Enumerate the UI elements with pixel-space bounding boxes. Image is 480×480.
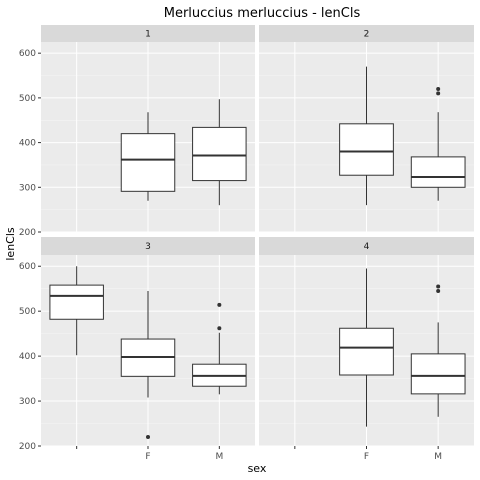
facet-panel-4: 4 F M: [259, 237, 474, 462]
box-iqr: [192, 126, 247, 182]
facet-strip: [259, 25, 474, 42]
facet-panel-3: 3 200 300 400 500 600 F M: [19, 237, 255, 462]
facet-strip: [41, 25, 255, 42]
y-tick-label: 300: [19, 183, 36, 193]
box-iqr: [120, 133, 176, 192]
facet-panel-1: 1 200 300 400 500 600: [19, 25, 255, 238]
y-tick-label: 200: [19, 442, 36, 452]
facet-strip: [259, 237, 474, 255]
box-iqr: [339, 123, 394, 176]
box-iqr: [49, 284, 104, 320]
outlier-point: [436, 91, 441, 96]
y-tick-label: 200: [19, 228, 36, 238]
facet-panel-2: 2: [259, 25, 474, 233]
box-M: [192, 302, 247, 395]
box-M: [410, 86, 466, 201]
box-iqr: [410, 156, 466, 188]
box-F: [339, 268, 394, 427]
box-iqr: [410, 353, 466, 395]
outlier-point: [146, 435, 150, 440]
facet-panels: 1 200 300 400 500 600 2 3 200 300 400 500 600 F M 4 F M: [19, 25, 474, 462]
y-tick-label: 400: [19, 139, 36, 149]
x-tick-label: F: [364, 452, 369, 462]
chart-title: Merluccius merluccius - lenCls: [164, 6, 361, 21]
x-tick-label: M: [434, 452, 442, 462]
x-tick-label: M: [215, 452, 223, 462]
outlier-point: [436, 284, 441, 289]
box-iqr: [339, 327, 394, 376]
y-axis-title: lenCls: [4, 227, 17, 261]
facet-strip: [41, 237, 255, 255]
box-F: [120, 112, 176, 201]
y-tick-label: 600: [19, 262, 36, 272]
facet-strip-label: 4: [364, 242, 370, 252]
facet-strip-label: 2: [364, 30, 370, 40]
y-tick-label: 500: [19, 94, 36, 104]
outlier-point: [217, 326, 222, 331]
y-tick-label: 300: [19, 397, 36, 407]
box-M: [192, 99, 247, 206]
box-blank: [49, 266, 104, 356]
facet-strip-label: 3: [145, 242, 151, 252]
x-axis-title: sex: [248, 462, 267, 475]
y-tick-label: 500: [19, 307, 36, 317]
y-tick-label: 600: [19, 49, 36, 59]
outlier-point: [217, 302, 222, 307]
box-F: [120, 290, 176, 440]
box-F: [339, 66, 394, 206]
facet-strip-label: 1: [145, 30, 151, 40]
outlier-point: [436, 288, 441, 293]
box-M: [410, 284, 466, 417]
outlier-point: [436, 86, 441, 91]
y-tick-label: 400: [19, 352, 36, 362]
x-tick-label: F: [145, 452, 150, 462]
